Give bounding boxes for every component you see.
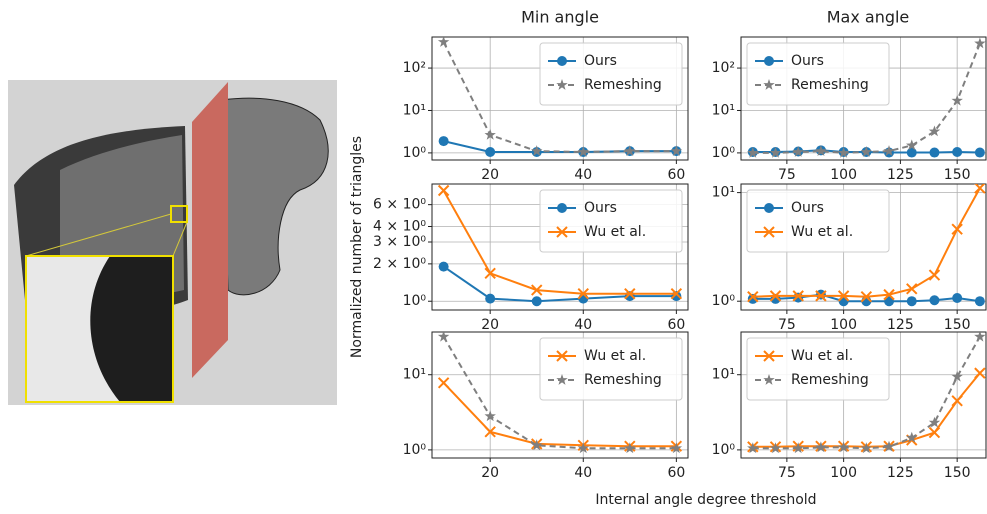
- subplot: 20 40 60 10⁰ 2 × 10⁰ 3 × 10⁰4 × 10⁰ 6 × 10⁰ Our…: [373, 184, 688, 333]
- marker: [975, 296, 985, 306]
- marker: [907, 148, 917, 158]
- legend-label: Wu et al.: [584, 348, 646, 364]
- marker: [764, 203, 774, 213]
- x-tick-label: 125: [887, 317, 914, 333]
- y-tick-label: 10²: [712, 60, 735, 76]
- marker: [907, 296, 917, 306]
- subplot: 75 100 125 150 10⁰ 10¹ Ours Wu et al.: [712, 183, 986, 333]
- render-image: [8, 80, 337, 405]
- legend-label: Remeshing: [791, 372, 869, 388]
- x-tick-label: 150: [944, 317, 971, 333]
- subplot: 75 100 125 150 10⁰ 10¹ Wu et al. Remeshing: [712, 331, 986, 481]
- x-tick-label: 100: [830, 317, 857, 333]
- x-tick-label: 40: [574, 465, 592, 481]
- marker: [929, 270, 939, 280]
- y-tick-label: 10¹: [712, 185, 735, 201]
- y-tick-label: 10⁰: [403, 293, 427, 309]
- x-tick-label: 75: [778, 465, 796, 481]
- marker: [929, 295, 939, 305]
- marker: [485, 294, 495, 304]
- marker: [439, 378, 449, 388]
- legend-label: Remeshing: [791, 77, 869, 93]
- y-tick-label: 10¹: [712, 102, 735, 118]
- page: Min angle Max angle Normalized number of…: [0, 0, 987, 514]
- legend-label: Remeshing: [584, 77, 662, 93]
- x-tick-label: 75: [778, 167, 796, 183]
- y-tick-label: 2 × 10⁰: [373, 256, 426, 272]
- legend-label: Wu et al.: [791, 224, 853, 240]
- marker: [764, 56, 774, 66]
- x-tick-label: 60: [667, 465, 685, 481]
- y-tick-label: 10⁰: [712, 293, 736, 309]
- marker: [952, 147, 962, 157]
- y-tick-label: 10⁰: [403, 145, 427, 161]
- marker: [929, 428, 939, 438]
- x-tick-label: 60: [667, 167, 685, 183]
- x-tick-label: 20: [481, 167, 499, 183]
- legend-label: Ours: [791, 200, 824, 216]
- marker: [929, 148, 939, 158]
- x-tick-label: 150: [944, 465, 971, 481]
- marker: [439, 262, 449, 272]
- y-tick-label: 10²: [403, 60, 426, 76]
- x-tick-label: 40: [574, 167, 592, 183]
- legend-label: Wu et al.: [791, 348, 853, 364]
- y-tick-label: 10¹: [712, 367, 735, 383]
- marker: [975, 368, 985, 378]
- y-tick-label: 10⁰: [712, 442, 736, 458]
- marker: [793, 293, 803, 303]
- legend-label: Ours: [791, 53, 824, 69]
- x-tick-label: 75: [778, 317, 796, 333]
- y-tick-label: 10⁰: [712, 145, 736, 161]
- series-line: [444, 267, 677, 302]
- x-tick-label: 40: [574, 317, 592, 333]
- marker: [439, 186, 449, 196]
- figure: Min angle Max angle Normalized number of…: [0, 0, 987, 514]
- marker: [557, 56, 567, 66]
- x-tick-label: 20: [481, 465, 499, 481]
- marker: [532, 296, 542, 306]
- series-line: [444, 141, 677, 152]
- x-tick-label: 100: [830, 167, 857, 183]
- marker: [439, 136, 449, 146]
- y-axis-label: Normalized number of triangles: [349, 136, 365, 358]
- marker: [975, 183, 985, 193]
- marker: [974, 38, 985, 49]
- marker: [952, 293, 962, 303]
- x-tick-label: 125: [887, 465, 914, 481]
- legend-label: Ours: [584, 200, 617, 216]
- x-tick-label: 60: [667, 317, 685, 333]
- legend-label: Wu et al.: [584, 224, 646, 240]
- marker: [438, 36, 449, 47]
- legend-label: Remeshing: [584, 372, 662, 388]
- x-axis-label: Internal angle degree threshold: [595, 492, 816, 508]
- y-tick-label: 3 × 10⁰: [373, 234, 426, 250]
- y-tick-label: 6 × 10⁰: [373, 197, 426, 213]
- y-tick-label: 4 × 10⁰: [373, 219, 426, 235]
- x-tick-label: 100: [830, 465, 857, 481]
- subplot: 20 40 60 10⁰ 10¹ Wu et al. Remeshing: [403, 331, 688, 481]
- x-tick-label: 125: [887, 167, 914, 183]
- column-title: Min angle: [521, 8, 599, 27]
- y-tick-label: 10¹: [403, 102, 426, 118]
- column-title: Max angle: [827, 8, 910, 27]
- marker: [557, 203, 567, 213]
- legend-label: Ours: [584, 53, 617, 69]
- marker: [485, 147, 495, 157]
- y-tick-label: 10⁰: [403, 442, 427, 458]
- marker: [839, 296, 849, 306]
- subplot: 20 40 60 10⁰ 10¹ 10² Ours Remeshing: [403, 36, 688, 183]
- x-tick-label: 20: [481, 317, 499, 333]
- y-tick-label: 10¹: [403, 367, 426, 383]
- marker: [975, 148, 985, 158]
- cut-plane: [192, 82, 228, 378]
- subplot: 75 100 125 150 10⁰ 10¹ 10² Ours Remeshing: [712, 37, 986, 183]
- x-tick-label: 150: [944, 167, 971, 183]
